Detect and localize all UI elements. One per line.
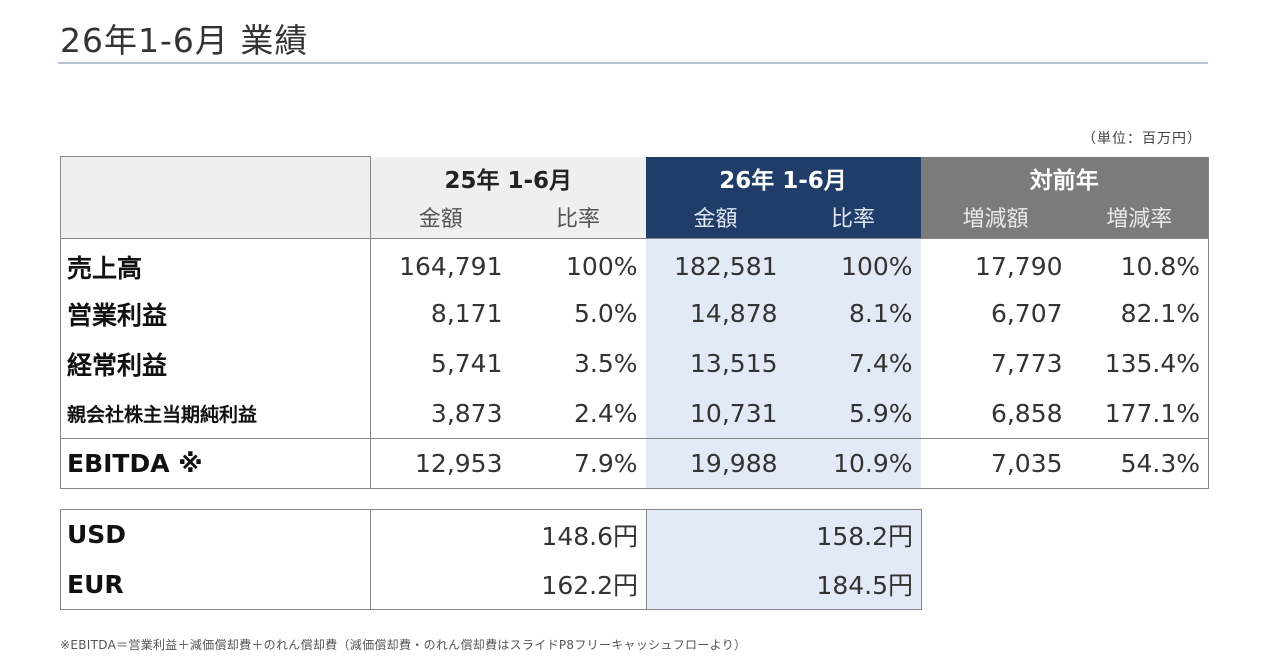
cur-amount: 10,731: [645, 388, 786, 439]
change-rate: 82.1%: [1070, 288, 1210, 339]
cur-amount: 14,878: [645, 288, 786, 339]
table-row: 売上高 164,791 100% 182,581 100% 17,790 10.…: [60, 238, 1210, 289]
change-amount: 7,773: [990, 349, 1063, 378]
header-change-amount: 増減額: [920, 196, 1071, 239]
page-title: 26年1-6月 業績: [60, 21, 309, 60]
unit-note: （単位：百万円）: [1082, 131, 1202, 147]
table-row: 親会社株主当期純利益 3,873 2.4% 10,731 5.9% 6,858 …: [60, 388, 1210, 439]
row-label: 経常利益: [60, 338, 371, 389]
fx-row: EUR 162.2円 184.5円: [61, 559, 922, 610]
fx-cur: 184.5円: [646, 559, 922, 610]
header-prev-amount: 金額: [370, 196, 511, 239]
fx-prev: 162.2円: [370, 559, 647, 610]
change-amount: 6,858: [990, 398, 1063, 428]
prev-amount: 5,741: [430, 349, 503, 378]
cur-ratio: 10.9%: [785, 438, 921, 489]
header-cur-amount: 金額: [645, 196, 786, 239]
prev-amount: 12,953: [370, 438, 511, 489]
prev-ratio: 7.9%: [510, 438, 646, 489]
cur-ratio: 8.1%: [785, 288, 921, 339]
prev-amount: 3,873: [430, 398, 503, 428]
cur-ratio: 7.4%: [785, 338, 921, 389]
prev-amount: 8,171: [430, 299, 503, 328]
change-rate: 177.1%: [1070, 388, 1210, 439]
row-label: 売上高: [60, 238, 371, 289]
header-prev-period: 25年 1-6月: [370, 156, 646, 197]
change-rate: 54.3%: [1070, 438, 1210, 489]
title-divider: [58, 62, 1208, 64]
fx-prev: 148.6円: [370, 509, 647, 560]
change-rate: 10.8%: [1070, 238, 1210, 289]
results-table: 25年 1-6月 26年 1-6月 対前年 金額 比率 金額 比率 増減額 増減…: [60, 156, 1210, 489]
row-label: 営業利益: [60, 288, 371, 339]
header-cur-ratio: 比率: [785, 196, 921, 239]
table-row: 営業利益 8,171 5.0% 14,878 8.1% 6,707 82.1%: [60, 288, 1210, 339]
cur-amount: 19,988: [645, 438, 786, 489]
prev-ratio: 100%: [510, 238, 646, 289]
cur-ratio: 100%: [785, 238, 921, 289]
header-row-columns: 金額 比率 金額 比率 増減額 増減率: [61, 196, 1210, 239]
row-label: 親会社株主当期純利益: [60, 388, 371, 439]
change-amount: 6,707: [990, 299, 1063, 328]
cur-ratio: 5.9%: [785, 388, 921, 439]
change-amount: 7,035: [920, 438, 1071, 489]
prev-ratio: 5.0%: [574, 299, 638, 328]
exchange-rate-table: USD 148.6円 158.2円 EUR 162.2円 184.5円: [60, 509, 922, 610]
prev-ratio: 3.5%: [574, 349, 638, 378]
ebitda-row: EBITDA ※ 12,953 7.9% 19,988 10.9% 7,035 …: [60, 438, 1210, 489]
row-label: EBITDA ※: [60, 438, 371, 489]
prev-ratio: 2.4%: [574, 398, 638, 428]
header-corner: [60, 156, 371, 239]
header-change-rate: 増減率: [1070, 196, 1210, 239]
prev-amount: 164,791: [370, 238, 511, 289]
fx-row: USD 148.6円 158.2円: [61, 509, 922, 560]
fx-cur: 158.2円: [646, 509, 922, 560]
currency-label: EUR: [67, 569, 124, 599]
change-rate: 135.4%: [1070, 338, 1210, 389]
header-cur-period: 26年 1-6月: [645, 156, 921, 197]
header-row-periods: 25年 1-6月 26年 1-6月 対前年: [60, 156, 1210, 239]
table-row: 経常利益 5,741 3.5% 13,515 7.4% 7,773 135.4%: [60, 338, 1210, 389]
footnote: ※EBITDA＝営業利益＋減価償却費＋のれん償却費（減価償却費・のれん償却費はス…: [60, 638, 747, 652]
change-amount: 17,790: [920, 238, 1071, 289]
currency-label: USD: [67, 520, 127, 550]
cur-amount: 13,515: [645, 338, 786, 389]
header-yoy: 対前年: [920, 156, 1210, 197]
header-prev-ratio: 比率: [510, 196, 646, 239]
cur-amount: 182,581: [645, 238, 786, 289]
